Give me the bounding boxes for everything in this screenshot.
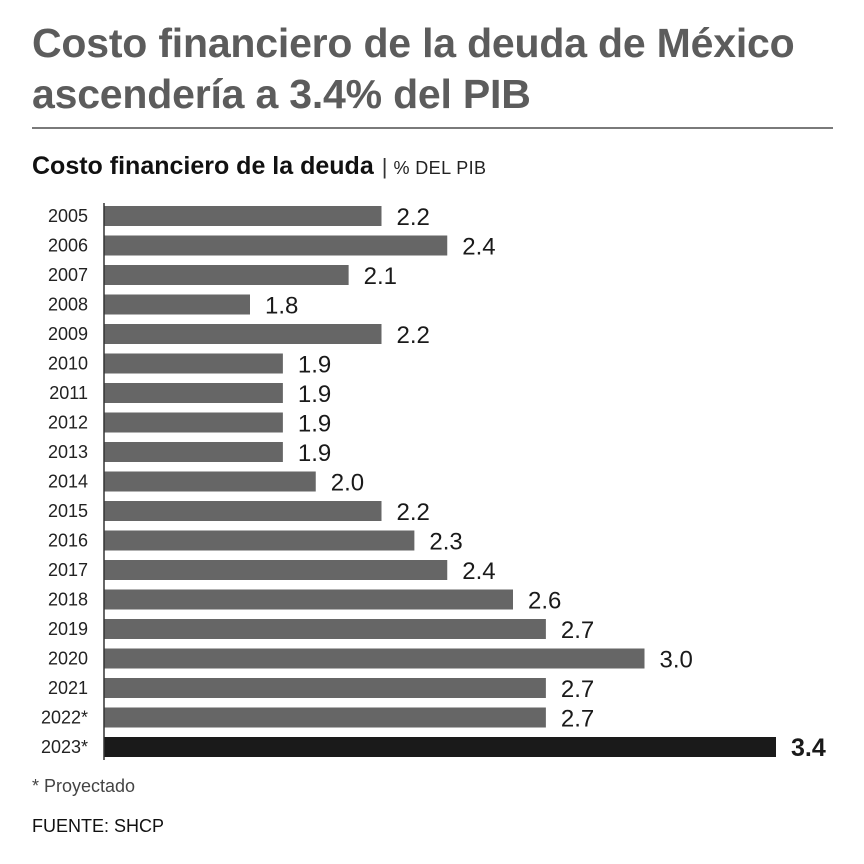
y-tick-label: 2013 bbox=[48, 442, 88, 462]
bar bbox=[104, 678, 546, 698]
chart-subtitle: Costo financiero de la deuda |% DEL PIB bbox=[32, 150, 486, 184]
bar bbox=[104, 235, 448, 256]
bar bbox=[104, 353, 283, 374]
bar bbox=[104, 530, 415, 551]
y-tick-label: 2015 bbox=[48, 501, 88, 521]
y-tick-label: 2017 bbox=[48, 560, 88, 580]
y-tick-label: 2008 bbox=[48, 295, 88, 315]
footnote: * Proyectado bbox=[32, 776, 136, 796]
data-label: 1.9 bbox=[298, 411, 331, 438]
bar bbox=[104, 619, 546, 639]
data-label: 2.4 bbox=[462, 234, 495, 261]
bar bbox=[104, 648, 645, 669]
y-tick-label: 2011 bbox=[49, 383, 88, 403]
subtitle-separator: | bbox=[381, 154, 388, 179]
data-label: 2.6 bbox=[528, 588, 561, 615]
chart-unit: % DEL PIB bbox=[393, 158, 487, 178]
data-label: 2.7 bbox=[561, 676, 594, 703]
y-tick-label: 2023* bbox=[41, 737, 88, 757]
y-tick-label: 2012 bbox=[48, 413, 88, 433]
data-label: 2.2 bbox=[397, 499, 430, 526]
y-tick-label: 2022* bbox=[41, 708, 88, 728]
source-note: FUENTE: SHCP bbox=[32, 816, 165, 836]
data-label: 1.9 bbox=[298, 352, 331, 379]
data-label: 2.2 bbox=[397, 322, 430, 349]
bar bbox=[104, 442, 283, 462]
y-tick-label: 2020 bbox=[48, 649, 88, 669]
bar bbox=[104, 412, 283, 433]
bar bbox=[104, 383, 283, 403]
data-label: 2.7 bbox=[561, 617, 594, 644]
bar bbox=[104, 501, 382, 521]
y-tick-label: 2005 bbox=[48, 206, 88, 226]
data-label: 2.2 bbox=[397, 204, 430, 231]
data-label: 2.7 bbox=[561, 706, 594, 733]
data-label: 1.9 bbox=[298, 440, 331, 467]
bar bbox=[104, 294, 250, 315]
data-label: 3.0 bbox=[660, 647, 693, 674]
y-tick-label: 2007 bbox=[48, 265, 88, 285]
bar bbox=[104, 560, 448, 580]
bar bbox=[104, 324, 382, 344]
y-tick-label: 2009 bbox=[48, 324, 88, 344]
bar bbox=[104, 206, 382, 226]
title-divider bbox=[32, 127, 833, 129]
y-tick-label: 2021 bbox=[48, 678, 88, 698]
bar bbox=[104, 589, 513, 610]
data-label: 1.9 bbox=[298, 381, 331, 408]
data-label: 1.8 bbox=[265, 293, 298, 320]
headline: Costo financiero de la deuda de México a… bbox=[32, 20, 795, 117]
data-label: 3.4 bbox=[791, 734, 826, 762]
bar bbox=[104, 265, 349, 285]
y-tick-label: 2006 bbox=[48, 236, 88, 256]
bar-highlight bbox=[104, 737, 776, 757]
bar bbox=[104, 707, 546, 728]
y-tick-label: 2018 bbox=[48, 590, 88, 610]
chart-title: Costo financiero de la deuda bbox=[32, 152, 374, 180]
y-tick-label: 2010 bbox=[48, 354, 88, 374]
data-label: 2.1 bbox=[364, 263, 397, 290]
data-label: 2.3 bbox=[429, 529, 462, 556]
data-label: 2.4 bbox=[462, 558, 495, 585]
bar bbox=[104, 471, 316, 492]
data-label: 2.0 bbox=[331, 470, 364, 497]
y-tick-label: 2019 bbox=[48, 619, 88, 639]
y-tick-label: 2016 bbox=[48, 531, 88, 551]
y-tick-label: 2014 bbox=[48, 472, 88, 492]
